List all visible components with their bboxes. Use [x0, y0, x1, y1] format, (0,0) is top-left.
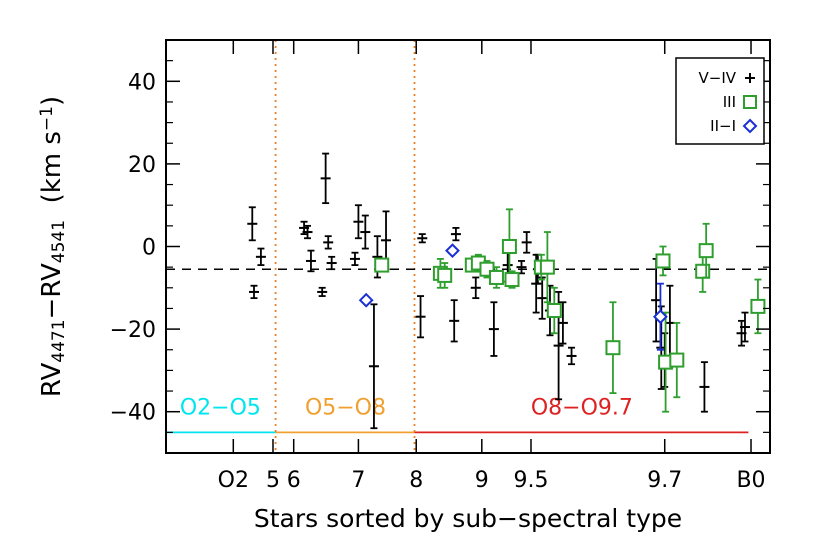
square-marker — [698, 243, 714, 259]
axes: −40 −20 0 20 40 O2 5 6 7 8 9 9.5 9.7 B0 — [110, 39, 770, 493]
data-point — [655, 245, 671, 277]
square-marker — [605, 340, 621, 356]
y-axis-title-part: −RV — [37, 263, 67, 319]
diamond-marker — [653, 309, 668, 325]
y-tick-label: −40 — [110, 401, 156, 426]
data-point — [353, 204, 364, 240]
y-axis-title-part: RV — [37, 362, 67, 397]
data-point — [557, 301, 568, 345]
data-point — [374, 257, 390, 273]
data-point — [302, 224, 313, 240]
data-point — [417, 233, 428, 244]
square-marker — [437, 267, 453, 283]
x-axis-title: Stars sorted by sub−spectral type — [254, 504, 682, 533]
data-point — [699, 361, 710, 413]
data-points — [247, 152, 766, 430]
data-point — [305, 249, 316, 273]
data-point — [317, 286, 328, 297]
region-label: O8−O9.7 — [531, 395, 633, 420]
x-tick-label: 7 — [351, 468, 365, 493]
data-point — [320, 152, 331, 205]
data-point — [358, 292, 374, 308]
data-point — [470, 253, 486, 273]
x-tick-label: 9 — [475, 468, 489, 493]
x-tick-label: B0 — [736, 468, 765, 493]
y-axis-title-part: ) — [37, 96, 67, 106]
legend-label: III — [723, 93, 736, 111]
square-marker — [374, 257, 390, 273]
square-marker — [695, 263, 711, 279]
x-tick-label: 6 — [287, 468, 301, 493]
data-point — [516, 260, 527, 275]
y-tick-label: −20 — [110, 318, 156, 343]
data-point — [368, 303, 379, 430]
data-point — [698, 222, 714, 279]
x-tick-label: 5 — [266, 468, 280, 493]
data-point — [546, 286, 562, 335]
square-marker — [669, 352, 685, 368]
data-point — [669, 322, 685, 399]
data-point — [360, 214, 371, 250]
data-point — [326, 255, 337, 271]
data-point — [504, 270, 520, 289]
data-point — [255, 247, 266, 266]
data-point — [537, 276, 548, 320]
y-tick-label: 40 — [128, 70, 156, 95]
data-point — [739, 311, 750, 343]
data-point — [437, 262, 453, 289]
data-point — [247, 206, 258, 242]
region-label: O5−O8 — [305, 395, 386, 420]
data-point — [470, 276, 481, 300]
data-point — [488, 266, 504, 289]
data-point — [521, 231, 532, 254]
y-axis-title-part: 4541 — [49, 220, 69, 263]
data-point — [488, 301, 499, 357]
y-axis-title: RV4471−RV4541 (km s−1) — [37, 96, 69, 397]
region-label: O2−O5 — [180, 395, 261, 420]
y-tick-label: 20 — [128, 153, 156, 178]
y-axis-title-part: −1 — [37, 106, 57, 131]
data-point — [539, 231, 555, 304]
square-marker — [539, 259, 555, 275]
data-point — [445, 243, 460, 259]
data-point — [605, 301, 621, 395]
data-point — [415, 295, 426, 339]
data-point — [566, 346, 577, 366]
data-point — [449, 299, 460, 343]
data-point — [653, 282, 668, 351]
x-tick-label: 8 — [409, 468, 423, 493]
y-tick-label: 0 — [142, 236, 156, 261]
legend-diamond-marker — [742, 118, 758, 134]
diamond-marker — [445, 243, 460, 259]
legend: V−IV III II−I — [675, 57, 765, 145]
x-tick-label: 9.7 — [647, 468, 682, 493]
square-marker — [504, 272, 520, 288]
legend-label: II−I — [710, 117, 736, 135]
square-marker — [546, 303, 562, 319]
legend-square-marker — [743, 95, 757, 109]
y-axis-title-part: 4471 — [49, 319, 69, 362]
data-point — [249, 284, 260, 300]
x-tick-label: 9.5 — [513, 468, 548, 493]
square-marker — [655, 253, 671, 269]
spectral-regions: O2−O5 O5−O8 O8−O9.7 — [166, 40, 749, 453]
y-axis-title-part: (km s — [37, 131, 67, 220]
data-point — [450, 227, 461, 242]
square-marker — [488, 269, 504, 285]
data-point — [750, 278, 766, 335]
square-marker — [750, 298, 766, 314]
legend-label: V−IV — [698, 69, 736, 87]
square-marker — [501, 239, 517, 254]
x-tick-label: O2 — [218, 468, 249, 493]
data-point — [323, 235, 334, 250]
data-point — [349, 251, 360, 266]
diamond-marker — [358, 292, 374, 308]
